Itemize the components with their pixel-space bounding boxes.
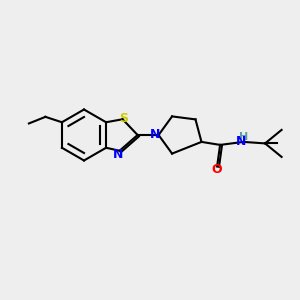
Text: S: S: [119, 112, 128, 124]
Text: H: H: [239, 131, 249, 142]
Text: N: N: [149, 128, 160, 142]
Text: N: N: [113, 148, 123, 161]
Text: N: N: [236, 135, 246, 148]
Text: O: O: [212, 163, 222, 176]
